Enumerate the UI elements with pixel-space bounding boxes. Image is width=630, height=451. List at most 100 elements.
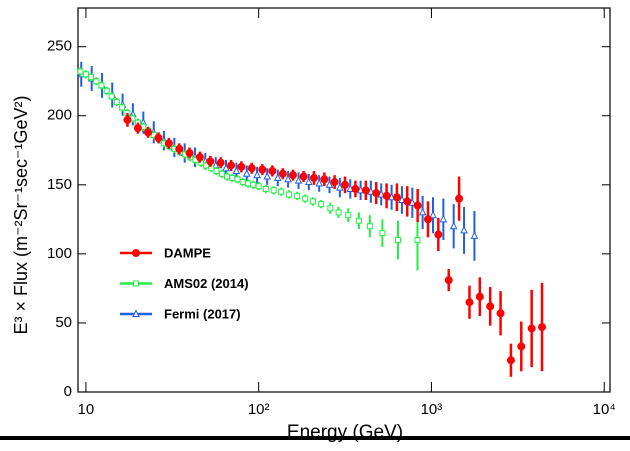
point — [278, 188, 285, 195]
bottom-bar — [0, 436, 630, 440]
x-tick-label: 10⁴ — [593, 401, 616, 418]
plot-frame — [77, 7, 611, 393]
point — [263, 171, 271, 180]
point — [164, 139, 173, 148]
y-axis-label: E³ × Flux (m⁻²Sr⁻¹sec⁻¹GeV²) — [11, 95, 31, 334]
point — [351, 184, 360, 193]
point — [108, 93, 115, 100]
point — [403, 197, 412, 206]
y-tick-label: 50 — [55, 314, 72, 331]
x-axis-label: Energy (GeV) — [287, 422, 403, 443]
point — [527, 324, 536, 333]
point — [229, 174, 236, 181]
point — [423, 215, 432, 224]
point — [392, 193, 401, 202]
point — [309, 198, 316, 205]
point — [496, 309, 505, 318]
point — [486, 302, 495, 311]
x-tick-label: 10 — [78, 401, 95, 418]
point — [325, 180, 334, 188]
point — [320, 175, 329, 184]
point — [133, 124, 142, 133]
point — [218, 170, 225, 177]
point — [304, 177, 313, 186]
point — [206, 157, 215, 166]
point — [294, 192, 301, 199]
legend-label: AMS02 (2014) — [164, 276, 249, 291]
point — [216, 158, 225, 167]
point — [237, 162, 246, 171]
point — [113, 98, 120, 105]
point — [434, 230, 443, 239]
legend-label: Fermi (2017) — [164, 306, 241, 321]
point — [77, 68, 84, 75]
point — [475, 292, 484, 301]
point — [294, 176, 303, 184]
point — [455, 194, 464, 203]
point — [506, 356, 515, 365]
point — [185, 149, 194, 158]
point — [470, 231, 479, 239]
point — [318, 201, 325, 208]
point — [315, 178, 324, 187]
point — [449, 221, 458, 230]
point — [154, 133, 163, 142]
point — [366, 223, 373, 230]
point — [327, 205, 334, 212]
point — [465, 298, 474, 307]
point — [460, 225, 468, 234]
legend-marker — [132, 309, 140, 317]
point — [299, 172, 308, 181]
point — [273, 173, 282, 181]
point — [302, 195, 309, 202]
legend-label: DAMPE — [164, 245, 211, 260]
point — [278, 169, 287, 178]
legend-marker — [133, 280, 139, 287]
point — [144, 128, 153, 137]
point — [289, 171, 298, 180]
point — [175, 144, 184, 153]
point — [444, 276, 453, 285]
point — [429, 210, 437, 219]
point — [234, 176, 241, 183]
point — [82, 71, 89, 78]
point — [213, 167, 220, 174]
point — [119, 104, 126, 111]
point — [355, 217, 362, 224]
point — [123, 115, 132, 124]
point — [270, 187, 277, 194]
y-tick-label: 0 — [64, 383, 72, 400]
point — [286, 191, 293, 198]
point — [330, 178, 339, 187]
point — [232, 166, 241, 174]
point — [242, 169, 251, 177]
point — [439, 214, 448, 223]
point — [309, 173, 318, 182]
point — [345, 212, 352, 219]
point — [222, 163, 230, 172]
point — [379, 230, 386, 237]
point — [413, 201, 422, 210]
point — [239, 179, 246, 186]
point — [382, 191, 391, 200]
y-tick-label: 200 — [47, 107, 72, 124]
point — [258, 165, 267, 174]
point — [195, 153, 204, 162]
x-tick-label: 10³ — [421, 401, 443, 418]
y-tick-label: 150 — [47, 176, 72, 193]
point — [414, 237, 421, 244]
point — [372, 189, 381, 198]
legend-marker — [132, 249, 140, 257]
y-tick-label: 250 — [47, 38, 72, 55]
point — [262, 185, 269, 192]
point — [361, 186, 370, 195]
point — [336, 182, 344, 191]
point — [87, 74, 94, 81]
point — [394, 237, 401, 244]
point — [517, 342, 526, 351]
point — [224, 173, 231, 180]
x-tick-label: 10² — [248, 401, 270, 418]
point — [253, 170, 261, 179]
point — [268, 166, 277, 175]
